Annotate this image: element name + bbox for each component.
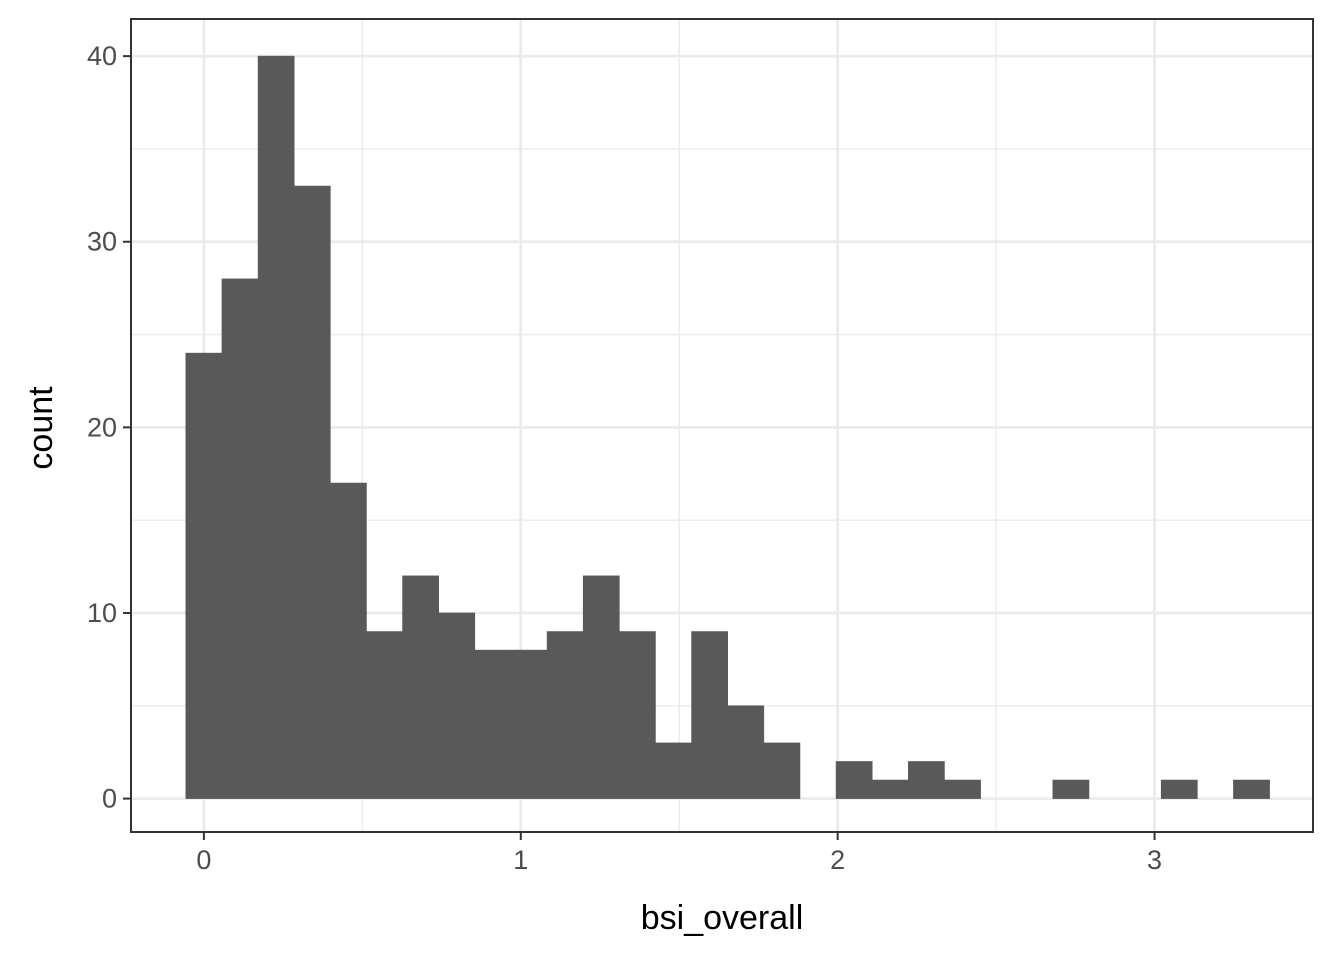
x-tick-label: 0 [196, 845, 211, 875]
histogram-bar [438, 612, 476, 799]
y-tick-label: 40 [87, 41, 117, 71]
histogram-bar [1233, 779, 1270, 799]
x-axis-title: bsi_overall [641, 899, 804, 937]
y-axis-title: count [22, 386, 60, 470]
histogram-bar [908, 761, 945, 799]
histogram-bar [727, 705, 765, 799]
histogram-bar [185, 352, 223, 799]
histogram-bar [582, 575, 620, 799]
histogram-bar [1160, 779, 1198, 799]
histogram-bar [402, 575, 440, 799]
major-gridlines [131, 19, 1313, 832]
histogram-bar [835, 761, 873, 799]
x-tick-label: 2 [830, 845, 845, 875]
y-axis: 0 10 20 30 40 [87, 41, 131, 814]
histogram-bar [763, 742, 801, 799]
y-tick-label: 0 [102, 784, 117, 814]
histogram-bar [619, 631, 656, 799]
y-tick-label: 10 [87, 598, 117, 628]
histogram-bar [655, 742, 692, 799]
x-tick-label: 3 [1147, 845, 1162, 875]
histogram-bar [474, 649, 512, 799]
histogram-bar [546, 631, 584, 799]
histogram-bar [944, 779, 981, 799]
y-tick-label: 20 [87, 412, 117, 442]
histogram-bar [366, 631, 403, 799]
histogram-bar [257, 55, 295, 799]
y-tick-label: 30 [87, 227, 117, 257]
histogram-bar [691, 631, 729, 799]
histogram-bar [1052, 779, 1090, 799]
histogram-bar [510, 649, 548, 799]
histogram-bar [871, 779, 909, 799]
histogram-bar [330, 482, 367, 799]
histogram-bars [185, 55, 1270, 799]
histogram-bar [221, 278, 259, 799]
x-tick-label: 1 [513, 845, 528, 875]
plot-panel-border [130, 18, 1314, 833]
histogram-bar [293, 185, 331, 799]
x-axis: 0 1 2 3 [196, 832, 1162, 875]
